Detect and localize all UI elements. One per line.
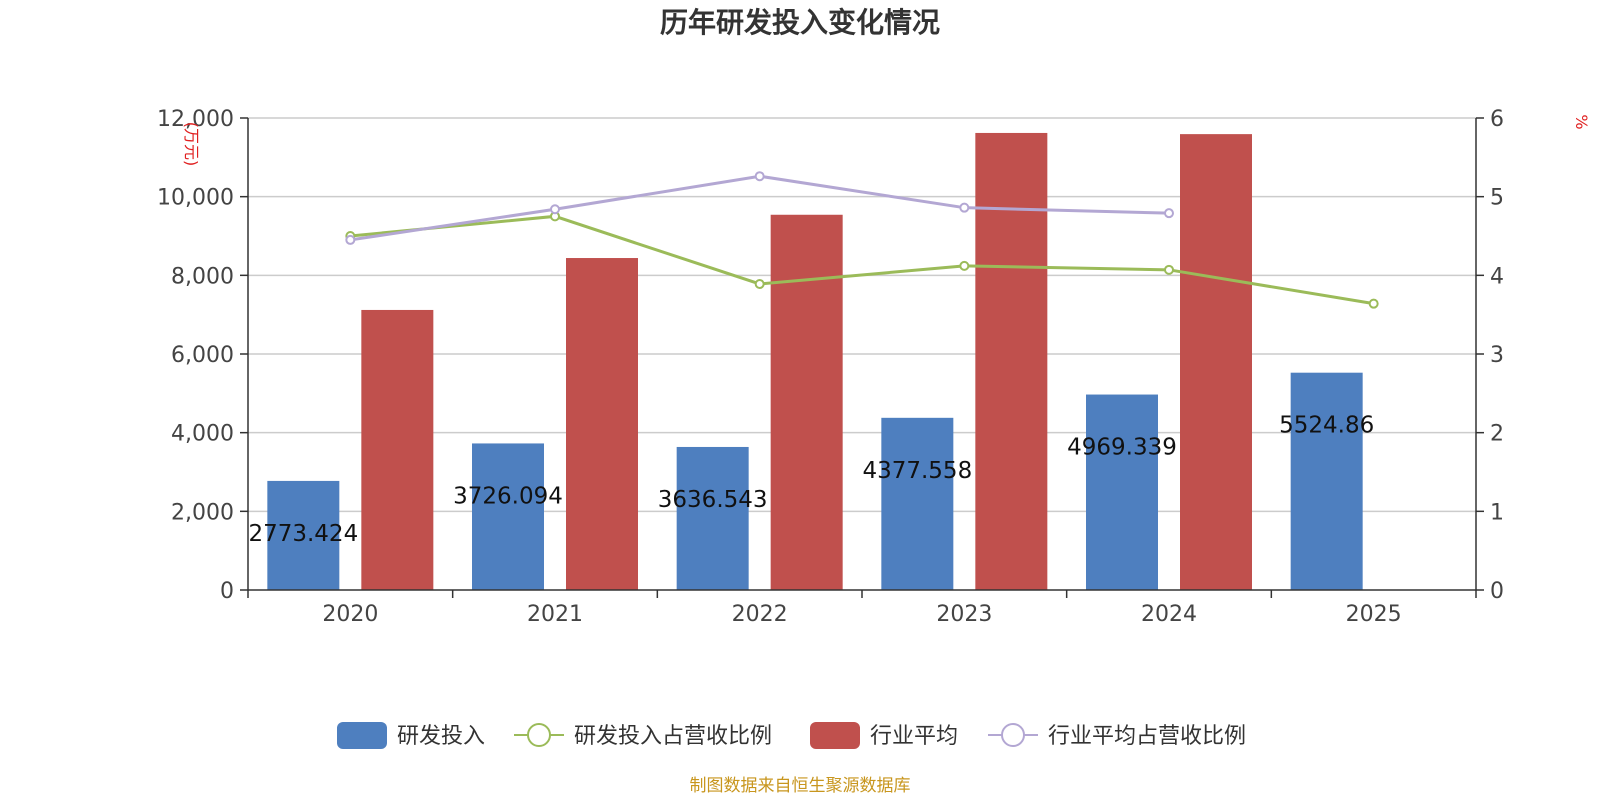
left-tick-label: 4,000	[171, 422, 234, 447]
x-tick-label: 2025	[1346, 602, 1402, 627]
legend-marker	[527, 723, 551, 747]
right-tick-label: 1	[1490, 500, 1504, 525]
right-tick-label: 6	[1490, 107, 1504, 132]
right-axis-unit: %	[1572, 114, 1591, 129]
legend-label: 行业平均占营收比例	[1048, 724, 1246, 749]
lines	[345, 171, 1379, 309]
legend-swatch	[810, 722, 860, 749]
data-label: 3636.543	[658, 487, 768, 513]
data-label: 4969.339	[1067, 435, 1177, 461]
bar	[472, 443, 544, 590]
legend-label: 行业平均	[870, 724, 958, 749]
bar	[1290, 372, 1363, 590]
gridlines	[248, 117, 1476, 513]
series-line	[350, 214, 1374, 306]
right-tick-label: 0	[1490, 579, 1504, 604]
bar	[566, 258, 638, 590]
bars	[267, 132, 1363, 591]
data-label: 3726.094	[453, 483, 563, 509]
left-tick-label: 10,000	[157, 186, 234, 211]
chart-title: 历年研发投入变化情况	[660, 6, 940, 39]
x-tick-label: 2024	[1141, 602, 1197, 627]
bar	[881, 417, 954, 590]
data-labels: 2773.424 3726.094 3636.543 4377.558 4969.339…	[248, 413, 1374, 547]
line-point	[345, 234, 356, 245]
line-point	[959, 260, 970, 271]
left-tick-label: 0	[220, 579, 234, 604]
legend-marker	[1001, 723, 1025, 747]
left-tick-label: 6,000	[171, 343, 234, 368]
data-label: 5524.86	[1279, 413, 1374, 439]
line-point	[550, 204, 560, 215]
bar	[975, 132, 1048, 591]
left-tick-label: 8,000	[171, 264, 234, 289]
line-point	[1368, 298, 1379, 309]
bar	[770, 214, 843, 590]
line-point	[754, 278, 765, 289]
right-tick-label: 3	[1490, 343, 1504, 368]
x-tick-label: 2020	[322, 602, 378, 627]
bar	[676, 446, 749, 590]
line-point	[754, 171, 765, 182]
legend-label: 研发投入占营收比例	[574, 724, 772, 749]
line-point	[1164, 208, 1174, 219]
bar	[1086, 394, 1158, 590]
bar	[1180, 134, 1252, 591]
x-tick-label: 2021	[527, 602, 583, 627]
axes: 0 2,000 4,000 6,000 8,000 10,000 12,000 0 1 2 3 4 5 6…	[157, 107, 1504, 627]
right-tick-label: 4	[1490, 264, 1504, 289]
left-tick-label: 12,000	[157, 107, 234, 132]
data-label: 2773.424	[248, 521, 358, 547]
left-axis-unit: (万元)	[182, 122, 201, 167]
bar	[361, 309, 434, 590]
legend-label: 研发投入	[397, 724, 485, 749]
bar	[267, 480, 340, 590]
right-tick-label: 5	[1490, 186, 1504, 211]
legend-swatch	[337, 722, 387, 749]
x-tick-label: 2022	[732, 602, 788, 627]
legend: 研发投入 研发投入占营收比例 行业平均 行业平均占营收比例	[337, 722, 1246, 749]
left-tick-label: 2,000	[171, 500, 234, 525]
x-tick-label: 2023	[936, 602, 992, 627]
line-point	[959, 202, 970, 213]
data-label: 4377.558	[862, 458, 972, 484]
right-tick-label: 2	[1490, 422, 1504, 447]
source-note: 制图数据来自恒生聚源数据库	[690, 776, 911, 796]
line-point	[1164, 264, 1174, 275]
